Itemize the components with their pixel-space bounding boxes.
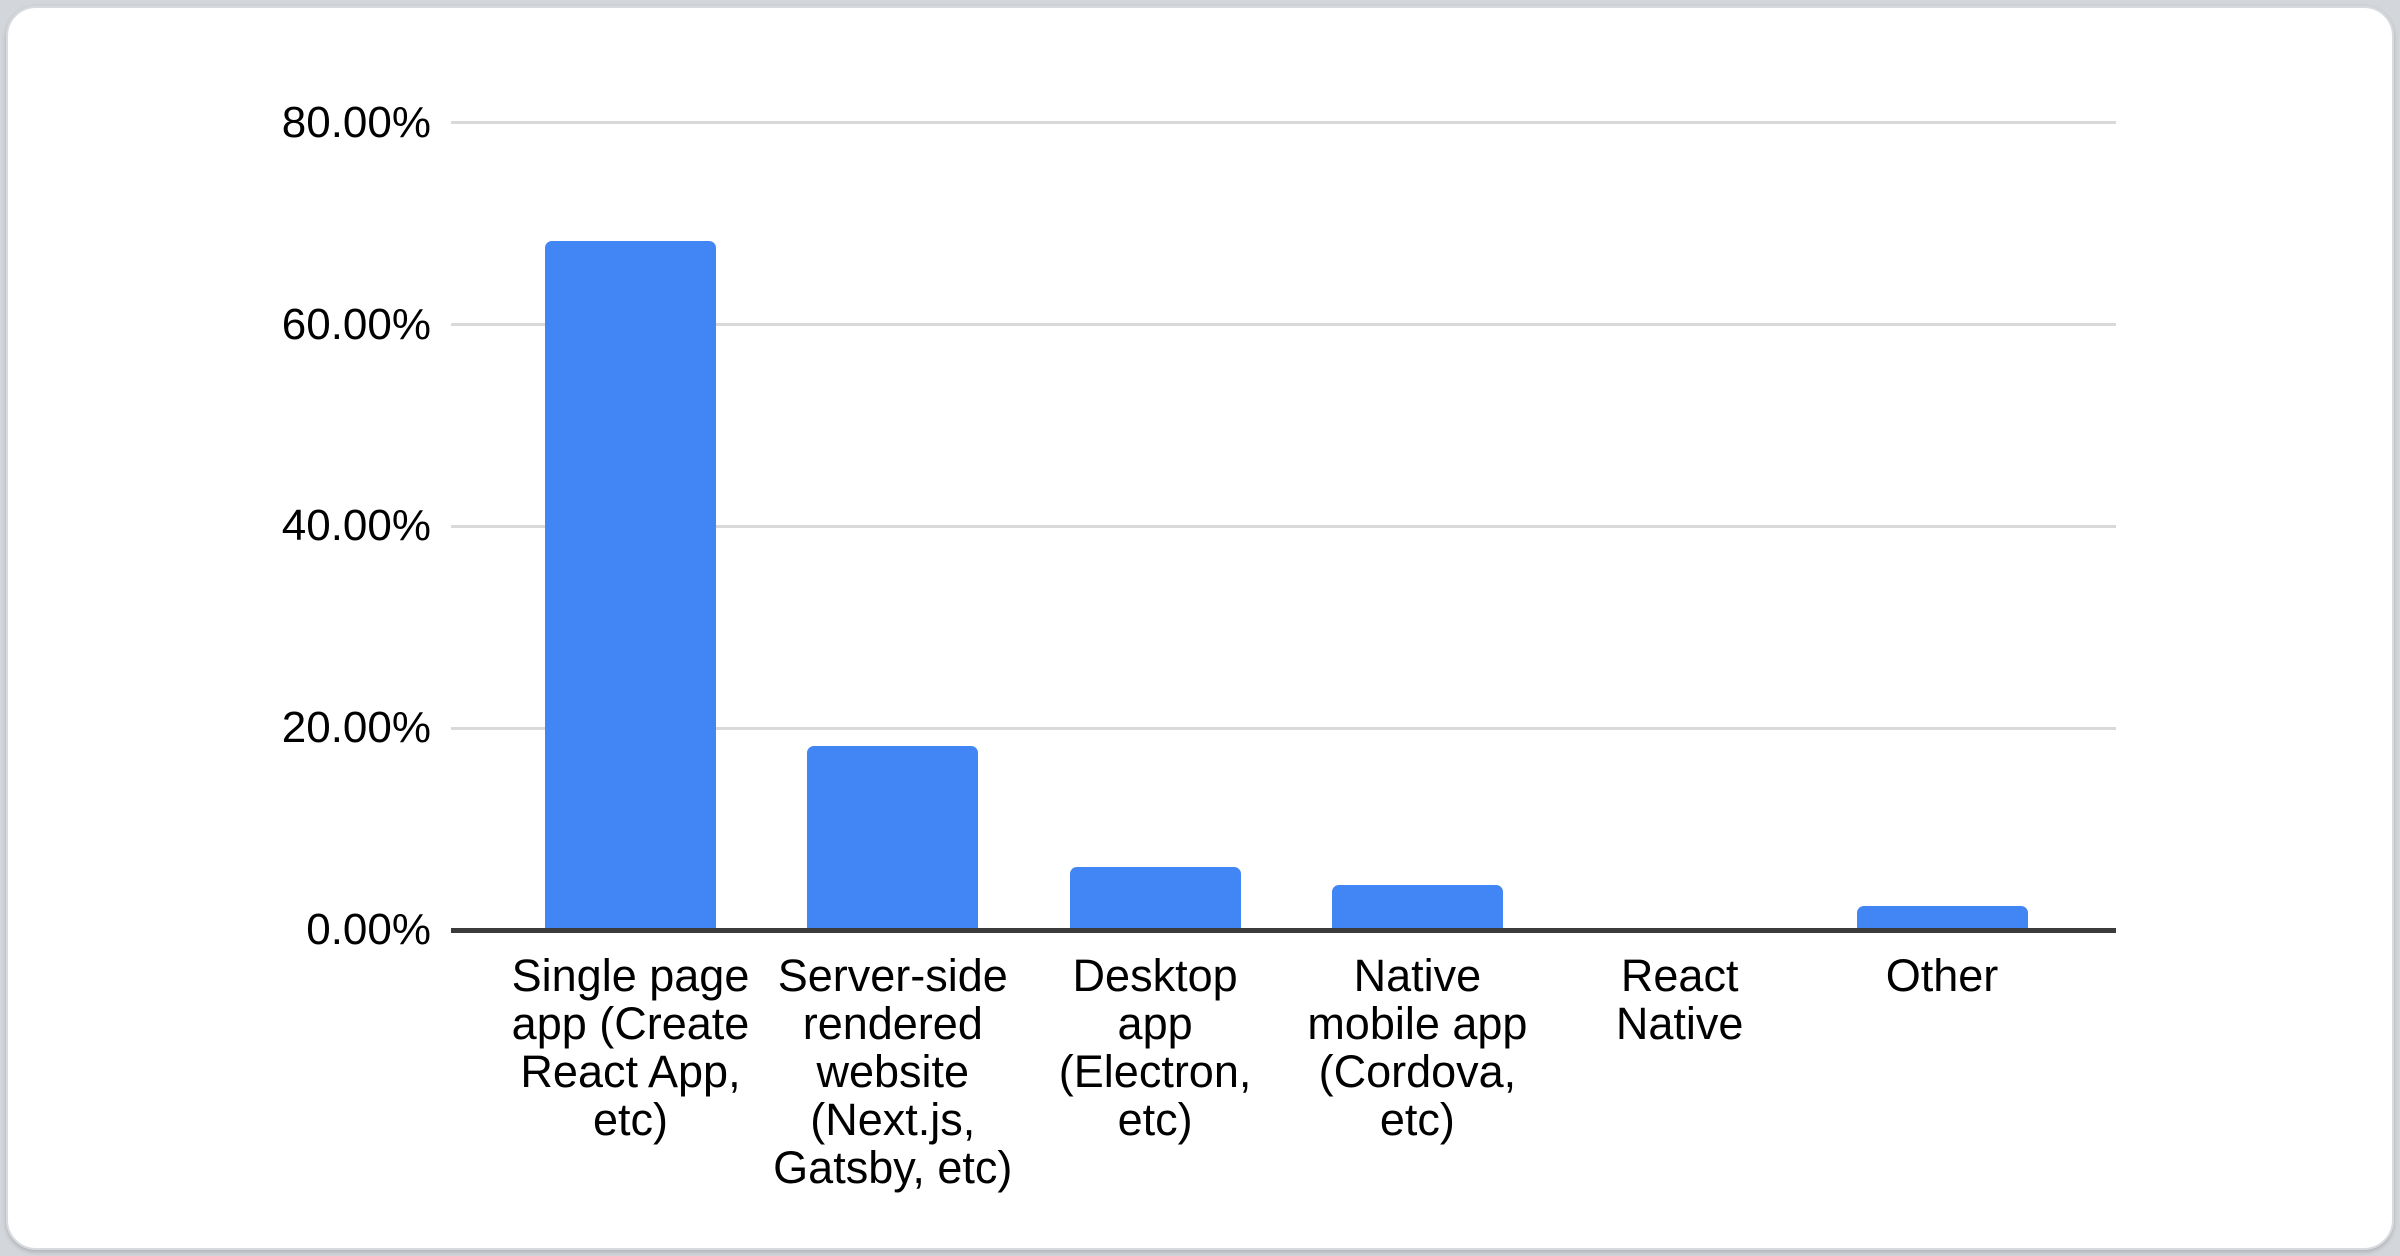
- category-label-line: etc): [592, 1094, 668, 1145]
- bar-server-side-rendered-website: [807, 746, 979, 930]
- category-label-line: app: [1117, 998, 1193, 1049]
- category-label-line: Server-side: [777, 950, 1008, 1001]
- y-axis-tick-label: 60.00%: [281, 299, 431, 349]
- category-label-line: Single page: [511, 950, 750, 1001]
- x-axis-line: [451, 928, 2116, 933]
- category-label-line: (Electron,: [1058, 1046, 1252, 1097]
- category-label-line: mobile app: [1307, 998, 1528, 1049]
- gridline: [451, 323, 2116, 327]
- gridline: [451, 524, 2116, 528]
- bar-chart: 0.00% 20.00% 40.00% 60.00% 80.00% Single pag…: [8, 8, 2392, 1248]
- category-label-line: Native: [1615, 998, 1744, 1049]
- category-label-line: (Next.js,: [810, 1094, 976, 1145]
- category-label-line: Other: [1885, 950, 1999, 1001]
- bar-native-mobile-app: [1331, 884, 1503, 930]
- category-label-server-side-rendered-website: Server-side rendered website (Next.js, Gatsb…: [723, 952, 1063, 1192]
- category-label-single-page-app: Single page app (Create React App, etc): [461, 952, 801, 1144]
- chart-card: 0.00% 20.00% 40.00% 60.00% 80.00% Single pag…: [6, 6, 2394, 1250]
- category-label-other: Other: [1772, 952, 2112, 1000]
- y-axis-tick-label: 0.00%: [306, 905, 431, 954]
- category-label-line: Desktop: [1072, 950, 1238, 1001]
- bar-other: [1856, 905, 2028, 930]
- category-label-line: app (Create: [511, 998, 750, 1049]
- gridline: [451, 121, 2116, 125]
- bar-single-page-app: [545, 240, 716, 930]
- category-label-line: website: [816, 1046, 970, 1097]
- category-label-line: React App,: [520, 1046, 741, 1097]
- gridline: [451, 726, 2116, 730]
- category-label-line: Native: [1353, 950, 1482, 1001]
- category-label-line: Gatsby, etc): [773, 1142, 1013, 1193]
- y-axis-tick-label: 20.00%: [281, 703, 431, 753]
- category-label-line: rendered: [802, 998, 983, 1049]
- category-label-desktop-app: Desktop app (Electron, etc): [985, 952, 1325, 1144]
- y-axis-tick-label: 80.00%: [281, 97, 431, 147]
- category-label-line: React: [1620, 950, 1739, 1001]
- bar-desktop-app: [1069, 867, 1241, 930]
- category-label-line: etc): [1379, 1094, 1455, 1145]
- category-label-line: (Cordova,: [1318, 1046, 1517, 1097]
- category-label-react-native: React Native: [1510, 952, 1850, 1048]
- category-label-native-mobile-app: Native mobile app (Cordova, etc): [1247, 952, 1587, 1144]
- y-axis-tick-label: 40.00%: [281, 501, 431, 551]
- category-label-line: etc): [1117, 1094, 1193, 1145]
